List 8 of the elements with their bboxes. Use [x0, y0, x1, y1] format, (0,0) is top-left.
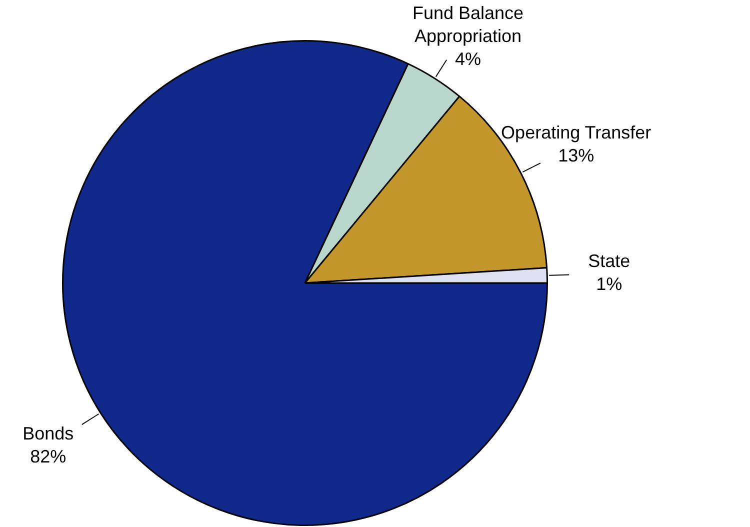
data-label: 82% [30, 446, 66, 466]
slice-label: Fund Balance Appropriation [412, 2, 524, 46]
data-label: 13% [558, 145, 594, 166]
slice-label: Bonds [22, 423, 74, 444]
data-label: 4% [455, 48, 482, 69]
slice-label: State [588, 250, 630, 271]
data-label: 1% [596, 274, 622, 294]
slice-label: Operating Transfer [501, 122, 652, 142]
